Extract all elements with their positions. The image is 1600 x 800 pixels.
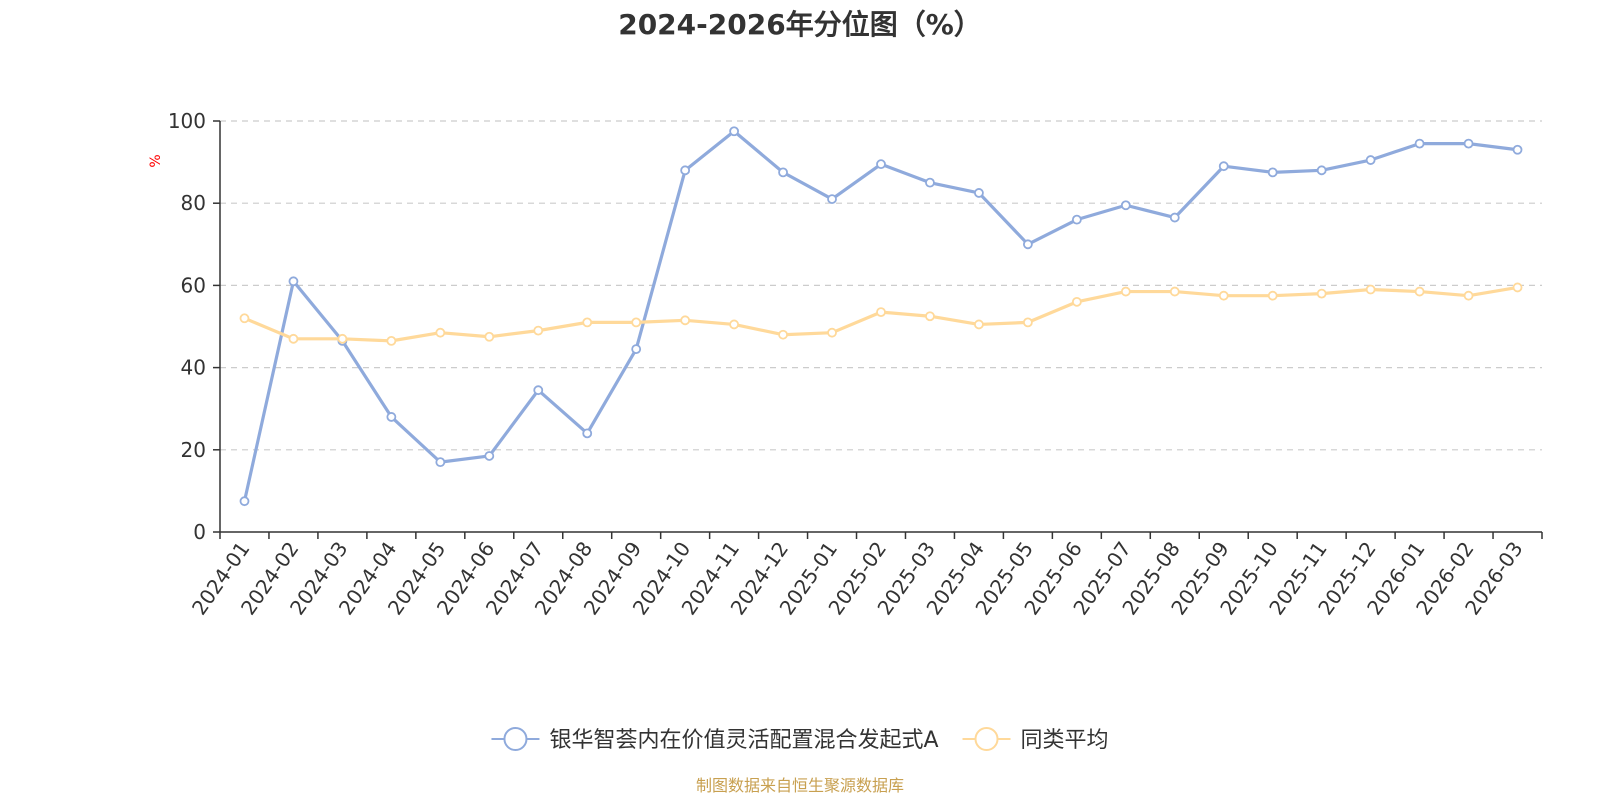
data-point[interactable] [435,327,446,338]
y-tick-label: 20 [181,438,206,462]
chart-title: 2024-2026年分位图（%） [618,8,982,41]
data-point[interactable] [680,315,691,326]
series-lines [239,126,1523,507]
data-point[interactable] [729,126,740,137]
legend-marker [503,727,528,751]
data-point[interactable] [337,333,348,344]
data-point[interactable] [1120,286,1131,297]
y-tick-label: 100 [168,109,206,133]
data-point[interactable] [484,451,495,461]
data-point[interactable] [876,307,886,318]
series-1 [239,126,1523,507]
legend[interactable]: 银华智荟内在价值灵活配置混合发起式A 同类平均 [491,727,1109,753]
data-point[interactable] [1512,282,1523,293]
legend-label: 银华智荟内在价值灵活配置混合发起式A [549,728,938,753]
legend-item-2[interactable]: 同类平均 [962,727,1109,753]
legend-label: 同类平均 [1021,728,1109,753]
data-point[interactable] [288,333,299,344]
y-tick-label: 60 [181,273,206,297]
data-point[interactable] [386,335,397,346]
y-tick-label: 80 [181,191,206,215]
data-point[interactable] [827,194,837,204]
legend-marker [974,727,999,751]
data-point[interactable] [974,319,984,330]
data-point[interactable] [1316,288,1327,299]
data-point[interactable] [1218,161,1229,172]
data-point[interactable] [631,317,642,328]
data-point[interactable] [1316,165,1327,176]
data-point[interactable] [533,385,544,396]
data-point[interactable] [1414,138,1425,149]
data-point[interactable] [1267,290,1278,301]
data-point[interactable] [827,327,837,338]
series-2 [239,282,1523,346]
y-axis-label: % [148,154,164,167]
data-point[interactable] [729,319,740,330]
axes: 0204060801002024-012024-022024-032024-04… [168,109,1543,619]
legend-item-1[interactable]: 银华智荟内在价值灵活配置混合发起式A [491,727,939,753]
data-point[interactable] [925,177,935,188]
y-tick-label: 40 [181,356,206,380]
data-point[interactable] [1169,212,1180,223]
data-point[interactable] [680,165,691,176]
data-point[interactable] [1218,290,1229,301]
data-point[interactable] [974,188,984,198]
data-point[interactable] [631,344,642,355]
data-point[interactable] [1463,290,1474,301]
y-tick-label: 0 [193,520,206,544]
data-point[interactable] [239,313,250,324]
data-point[interactable] [1022,317,1033,328]
data-point[interactable] [1414,286,1425,297]
data-point[interactable] [876,159,886,170]
source-note: 制图数据来自恒生聚源数据库 [696,776,904,795]
grid-lines [220,120,1542,451]
data-point[interactable] [1071,296,1082,307]
data-point[interactable] [1365,284,1376,295]
data-point[interactable] [1267,167,1278,178]
data-point[interactable] [778,167,788,178]
data-point[interactable] [1512,144,1523,155]
data-point[interactable] [533,325,544,336]
data-point[interactable] [1071,214,1082,225]
data-point[interactable] [1365,155,1376,165]
data-point[interactable] [925,311,935,322]
data-point[interactable] [1022,239,1033,250]
data-point[interactable] [386,412,397,422]
data-point[interactable] [582,428,593,439]
data-point[interactable] [582,317,593,328]
data-point[interactable] [1463,138,1474,149]
data-point[interactable] [288,276,299,287]
data-point[interactable] [484,331,495,342]
data-point[interactable] [1120,200,1131,211]
data-point[interactable] [1169,286,1180,297]
data-point[interactable] [435,457,446,468]
data-point[interactable] [239,496,250,507]
data-point[interactable] [778,329,788,340]
